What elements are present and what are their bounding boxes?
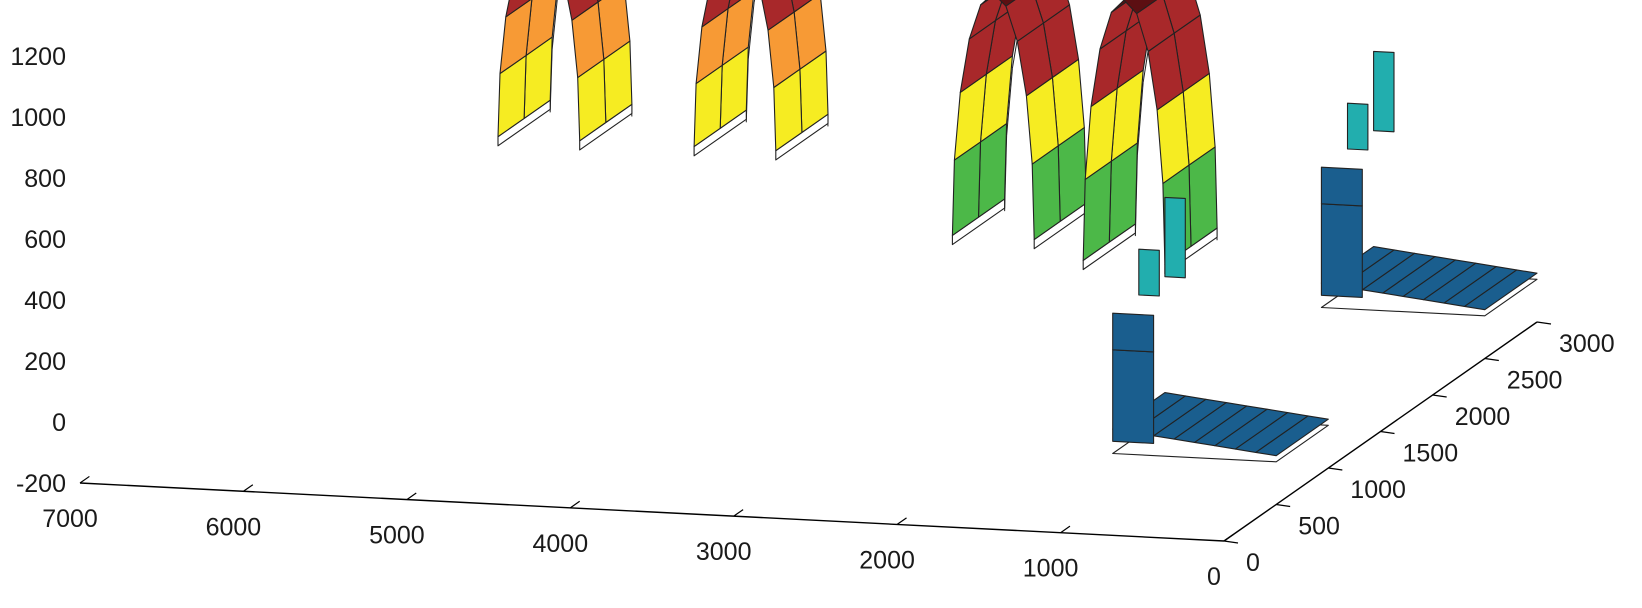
- z-tick-label: 1200: [10, 43, 66, 71]
- y-tick-label: 1000: [1350, 476, 1406, 504]
- y-tick-label: 500: [1298, 513, 1340, 541]
- z-tick-label: 1000: [10, 104, 66, 132]
- x-tick-label: 4000: [532, 530, 588, 558]
- arch-surface-panel: [791, 0, 813, 13]
- z-tick-label: -200: [16, 470, 66, 498]
- arch-surface-panel: [980, 0, 989, 6]
- z-tick-label: 0: [52, 409, 66, 437]
- x-tick-mark: [733, 509, 744, 517]
- x-tick-label: 0: [1207, 563, 1221, 591]
- x-tick-label: 2000: [859, 546, 915, 574]
- y-tick-mark: [1276, 503, 1291, 508]
- arch-surface-panel: [1035, 0, 1071, 24]
- arch-inner-wire: [1136, 82, 1144, 156]
- arch-object: [497, 0, 633, 151]
- arch-object: [1082, 0, 1218, 275]
- x-tick-label: 7000: [42, 505, 98, 533]
- y-tick-mark: [1328, 467, 1343, 471]
- x-tick-label: 6000: [206, 513, 262, 541]
- arch-surface-panel: [761, 0, 795, 31]
- z-tick-label: 400: [24, 287, 66, 315]
- x-tick-mark: [79, 475, 90, 484]
- step-column-face: [1164, 196, 1186, 279]
- x-tick-mark: [406, 492, 417, 501]
- arch-object: [693, 0, 829, 161]
- y-tick-label: 0: [1246, 549, 1260, 577]
- y-tick-mark: [1484, 357, 1499, 362]
- arch-surface-panel: [999, 0, 1016, 7]
- arch-surface-panel: [567, 0, 599, 21]
- y-tick-mark: [1223, 540, 1239, 544]
- step-block-face: [1112, 312, 1155, 353]
- y-tick-label: 2000: [1455, 403, 1511, 431]
- x-tick-label: 1000: [1023, 555, 1079, 583]
- z-tick-label: 200: [24, 348, 66, 376]
- arch-surface-panel: [505, 0, 531, 18]
- arch-surface-panel: [1110, 0, 1131, 13]
- x-tick-mark: [569, 500, 581, 509]
- y-tick-mark: [1432, 394, 1447, 398]
- arch-surface-panel: [1163, 0, 1201, 34]
- arch-inner-wire: [1006, 68, 1013, 136]
- x-tick-label: 3000: [696, 538, 752, 566]
- step-block-face: [1320, 203, 1363, 298]
- arch-surface-panel: [968, 0, 1003, 40]
- x-tick-label: 5000: [369, 522, 425, 550]
- step-block-face: [1320, 166, 1363, 207]
- y-tick-mark: [1380, 430, 1395, 435]
- arch-surface-panel: [701, 0, 731, 28]
- x-axis-line: [79, 482, 1225, 542]
- step-column-face: [1346, 102, 1369, 151]
- y-tick-label: 2500: [1507, 367, 1563, 395]
- arch-inner-wire: [551, 0, 558, 50]
- step-object: [1320, 50, 1538, 317]
- step-object: [1112, 196, 1329, 463]
- z-tick-label: 600: [24, 226, 66, 254]
- step-column-face: [1373, 50, 1395, 133]
- arch-surface-panel: [1123, 0, 1158, 15]
- y-tick-label: 3000: [1559, 330, 1615, 358]
- arch-object: [951, 0, 1087, 250]
- z-tick-label: 800: [24, 165, 66, 193]
- step-block-face: [1112, 349, 1155, 444]
- x-tick-mark: [896, 517, 907, 525]
- x-tick-mark: [243, 484, 254, 492]
- x-tick-mark: [1060, 525, 1071, 534]
- y-tick-mark: [1536, 321, 1552, 325]
- y-tick-label: 1500: [1403, 440, 1459, 468]
- step-column-face: [1138, 248, 1160, 297]
- arch-inner-wire: [747, 2, 755, 60]
